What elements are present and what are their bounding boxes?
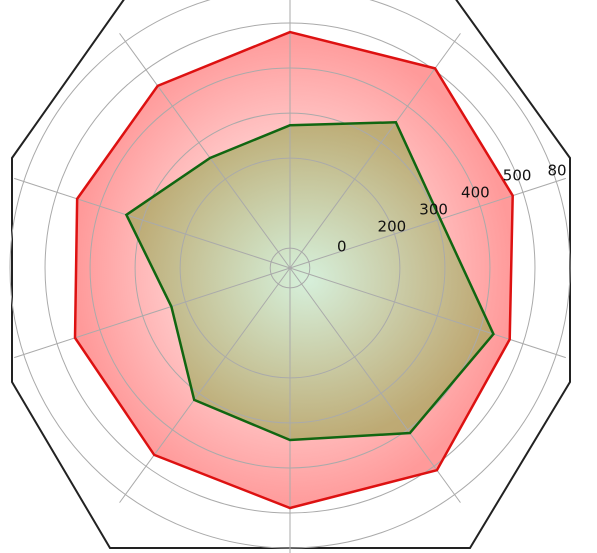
grid-ring <box>269 247 311 289</box>
r-tick-label: 0 <box>337 238 347 256</box>
series-line <box>124 121 495 442</box>
spoke <box>119 33 291 269</box>
grid-ring <box>179 157 401 379</box>
r-tick-label: 300 <box>419 200 448 218</box>
spoke <box>14 177 291 269</box>
grid-ring <box>134 112 446 424</box>
r-tick-label: 400 <box>461 184 490 202</box>
plot: 0 200 300 400 500 80 <box>9 0 571 553</box>
spoke <box>119 267 291 503</box>
spoke <box>289 267 566 359</box>
spoke <box>289 267 461 503</box>
series-area <box>126 122 494 441</box>
series-line <box>73 30 514 510</box>
spoke <box>289 177 566 269</box>
grid-ring <box>44 22 536 514</box>
grid-ring-outer <box>9 0 571 549</box>
spoke <box>289 33 461 269</box>
r-tick-label: 500 <box>503 167 532 185</box>
grid-ring <box>89 67 491 469</box>
r-tick-label: 200 <box>378 217 407 235</box>
r-tick-label: 80 <box>547 162 566 180</box>
spoke <box>14 267 291 359</box>
